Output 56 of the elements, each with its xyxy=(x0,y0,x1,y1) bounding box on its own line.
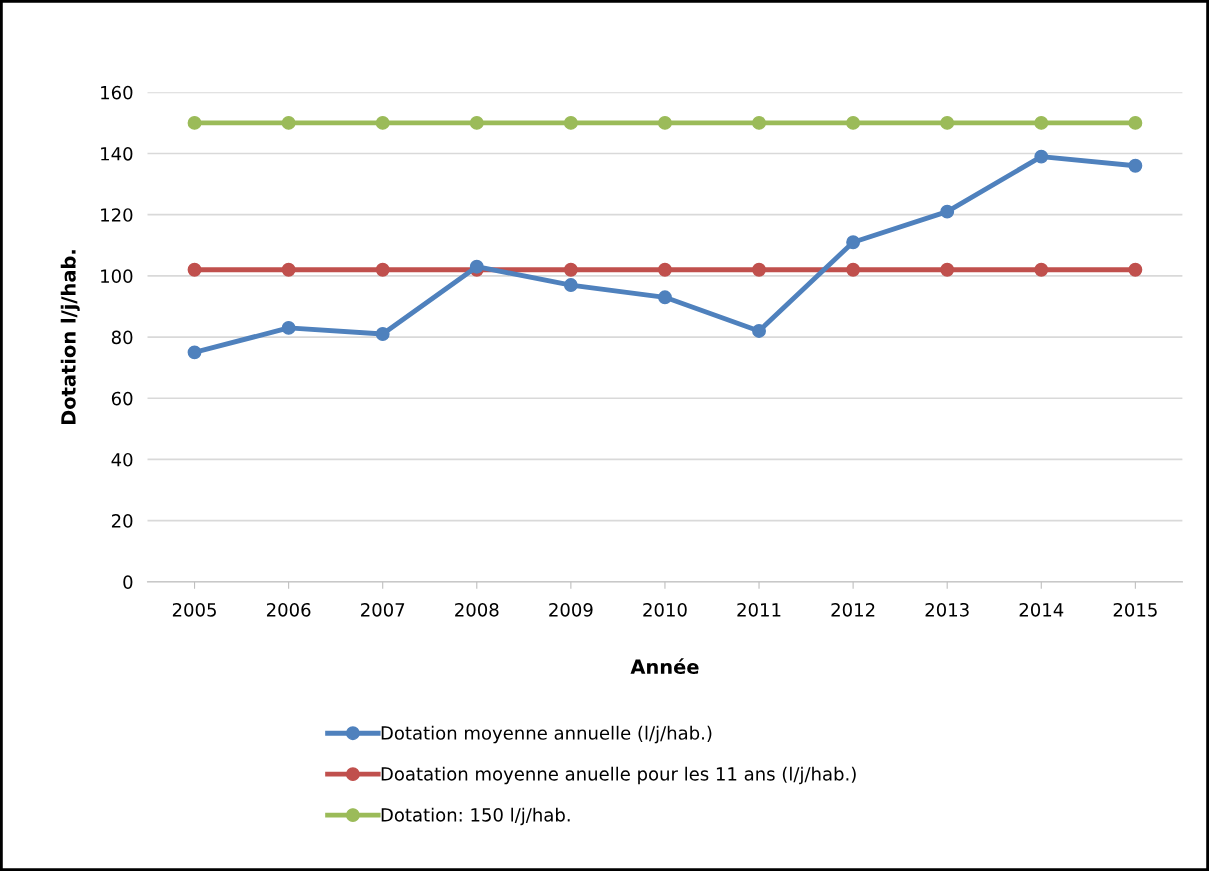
point xyxy=(187,262,202,277)
point xyxy=(563,262,578,277)
x-tick-label: 2005 xyxy=(172,602,216,617)
point xyxy=(1128,115,1143,130)
point xyxy=(658,115,672,130)
point xyxy=(940,115,955,130)
x-tick-label: 2007 xyxy=(361,602,405,617)
x-tick-label: 2008 xyxy=(455,602,499,617)
point xyxy=(281,320,296,335)
x-tick-label: 2009 xyxy=(549,602,593,617)
point xyxy=(563,278,578,293)
point xyxy=(375,115,390,130)
point xyxy=(940,204,955,219)
point xyxy=(187,345,202,360)
y-tick-label: 0 xyxy=(123,575,133,589)
y-tick-label: 80 xyxy=(111,330,133,345)
point xyxy=(187,115,202,130)
point xyxy=(469,115,484,130)
y-tick-label: 140 xyxy=(101,146,133,161)
legend-label: Doatation moyenne anuelle pour les 11 ans (l/j/hab.) xyxy=(381,766,856,785)
x-tick-label: 2011 xyxy=(737,602,781,617)
x-tick-label: 2006 xyxy=(266,602,311,617)
legend-label: Dotation moyenne annuelle (l/j/hab.) xyxy=(381,725,712,744)
point xyxy=(846,235,861,250)
point xyxy=(281,115,296,130)
y-tick-label: 120 xyxy=(101,208,133,222)
y-tick-label: 20 xyxy=(111,514,133,528)
point xyxy=(940,262,955,277)
point xyxy=(1128,262,1143,277)
y-tick-label: 160 xyxy=(101,85,133,100)
point xyxy=(1034,115,1049,130)
point xyxy=(752,324,766,338)
point xyxy=(1034,262,1049,277)
point xyxy=(752,262,766,277)
y-tick-label: 40 xyxy=(111,452,133,467)
point xyxy=(846,262,861,277)
point xyxy=(658,262,672,277)
x-tick-label: 2012 xyxy=(831,602,875,617)
x-tick-label: 2010 xyxy=(643,602,687,617)
y-tick-label: 100 xyxy=(101,269,133,284)
point xyxy=(375,327,390,341)
point xyxy=(752,115,766,130)
point xyxy=(375,262,390,277)
point xyxy=(846,115,861,130)
x-tick-label: 2015 xyxy=(1113,602,1157,617)
y-axis-title: Dotation l/j/hab. xyxy=(60,250,80,425)
x-tick-label: 2013 xyxy=(925,602,969,617)
y-tick-label: 60 xyxy=(111,391,133,406)
point xyxy=(658,290,672,305)
point xyxy=(281,262,296,277)
x-tick-label: 2014 xyxy=(1019,602,1064,617)
point xyxy=(1128,158,1143,173)
point xyxy=(563,115,578,130)
legend-label: Dotation: 150 l/j/hab. xyxy=(381,807,570,826)
x-axis-title: Année xyxy=(630,658,699,675)
point xyxy=(1034,149,1049,164)
